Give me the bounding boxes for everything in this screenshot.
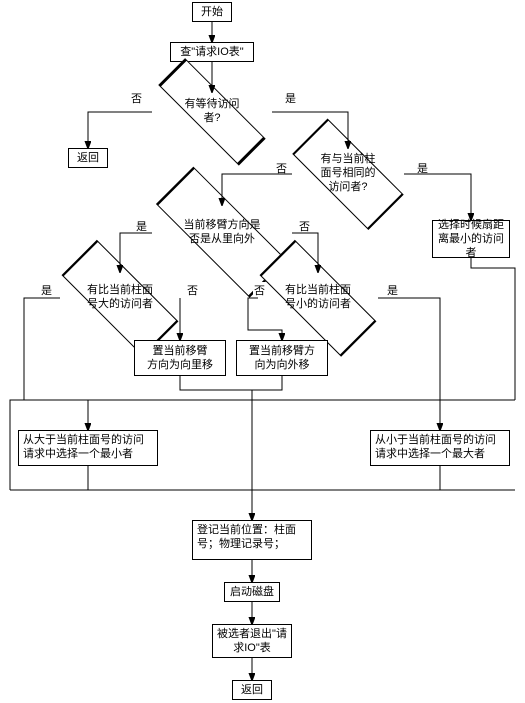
node-d_dir: 当前移臂方向是否是从里向外	[152, 205, 292, 261]
edge-label: 是	[416, 160, 429, 176]
edge-label: 是	[386, 282, 399, 298]
edge-label: 是	[284, 90, 297, 106]
flowchart-canvas: 开始查"请求IO表"有等待访问者?返回有与当前柱面号相同的访问者?当前移臂方向是…	[0, 0, 525, 703]
node-register: 登记当前位置：柱面号；物理记录号；	[192, 520, 312, 560]
edge-label: 否	[298, 218, 311, 234]
node-return2: 返回	[232, 680, 272, 700]
node-d_smaller: 有比当前柱面号小的访问者	[258, 272, 378, 324]
node-d_wait: 有等待访问者?	[152, 92, 272, 132]
node-d_bigger: 有比当前柱面号大的访问者	[60, 272, 180, 324]
node-pick_min: 从大于当前柱面号的访问请求中选择一个最小者	[18, 430, 158, 466]
node-startdisk: 启动磁盘	[224, 582, 280, 602]
node-dequeue: 被选者退出"请求IO"表	[212, 624, 292, 658]
node-sel_min: 选择时候扇距离最小的访问者	[432, 220, 510, 258]
edge-label: 否	[130, 90, 143, 106]
edge-label: 否	[186, 282, 199, 298]
node-pick_max: 从小于当前柱面号的访问请求中选择一个最大者	[370, 430, 510, 466]
edge-label: 否	[275, 160, 288, 176]
node-d_same: 有与当前柱面号相同的访问者?	[292, 148, 404, 200]
node-set_out: 置当前移臂方向为向外移	[236, 340, 328, 376]
node-set_in: 置当前移臂方向为向里移	[134, 340, 226, 376]
edge-label: 是	[40, 282, 53, 298]
edge-label: 是	[135, 218, 148, 234]
node-start: 开始	[192, 2, 232, 22]
edge-label: 否	[253, 282, 266, 298]
node-return1: 返回	[68, 148, 108, 168]
